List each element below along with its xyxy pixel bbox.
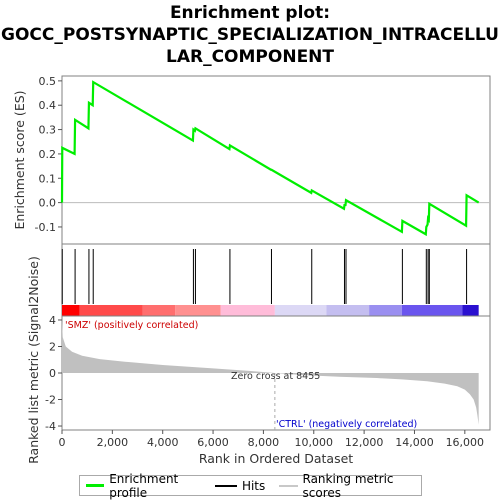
legend: Enrichment profile Hits Ranking metric s… — [79, 472, 422, 500]
colorbar-segment — [274, 305, 327, 317]
colorbar-segment — [326, 305, 370, 317]
legend-swatch-ranking — [279, 484, 298, 487]
es-ytick-label: 0.3 — [39, 124, 57, 137]
xtick-label: 4,000 — [147, 436, 179, 449]
legend-label-enrichment: Enrichment profile — [109, 471, 179, 500]
colorbar-segment — [79, 305, 143, 317]
ranking-colorbar — [62, 305, 479, 317]
negative-correlated-label: 'CTRL' (negatively correlated) — [276, 419, 417, 430]
metric-ytick-label: -4 — [45, 420, 56, 433]
es-ytick-label: 0.4 — [39, 99, 57, 112]
legend-item-ranking: Ranking metric scores — [279, 472, 413, 500]
xtick-label: 8,000 — [248, 436, 280, 449]
zero-cross-label: Zero cross at 8455 — [231, 371, 320, 382]
colorbar-segment — [175, 305, 221, 317]
colorbar-segment — [220, 305, 275, 317]
metric-ytick-label: -2 — [45, 394, 56, 407]
metric-ytick-label: 2 — [49, 340, 56, 353]
xtick-label: 0 — [59, 436, 66, 449]
colorbar-segment — [142, 305, 176, 317]
es-ytick-label: 0.2 — [39, 148, 57, 161]
legend-label-ranking: Ranking metric scores — [302, 471, 394, 500]
metric-ytick-label: 0 — [49, 367, 56, 380]
x-axis-label: Rank in Ordered Dataset — [199, 451, 353, 466]
colorbar-segment — [62, 305, 80, 317]
hit-frame — [61, 243, 491, 317]
es-panel: -0.1 0.0 0.1 0.2 0.3 0.4 0.5 Enrichment score … — [12, 75, 491, 245]
xtick-label: 16,000 — [446, 436, 485, 449]
es-frame — [61, 75, 491, 245]
xtick-label: 14,000 — [395, 436, 434, 449]
es-y-axis-label: Enrichment score (ES) — [12, 90, 27, 229]
colorbar-segment — [401, 305, 463, 317]
metric-ytick-label: 4 — [49, 314, 56, 327]
legend-item-hits: Hits — [214, 478, 266, 493]
metric-y-axis-label: Ranked list metric (Signal2Noise) — [26, 256, 41, 464]
title-line-2: GOCC_POSTSYNAPTIC_SPECIALIZATION_INTRACE… — [1, 25, 499, 45]
hit-lines — [61, 249, 468, 304]
xtick-label: 10,000 — [295, 436, 334, 449]
es-profile-line — [60, 80, 480, 237]
es-ytick-label: 0.1 — [39, 172, 57, 185]
xtick-label: 6,000 — [197, 436, 229, 449]
es-ytick-label: 0.5 — [39, 75, 57, 88]
positive-correlated-label: 'SMZ' (positively correlated) — [65, 320, 198, 331]
legend-item-enrichment: Enrichment profile — [86, 472, 201, 500]
hit-panel — [61, 243, 491, 317]
legend-swatch-enrichment — [86, 484, 105, 487]
legend-swatch-hits — [214, 484, 237, 487]
metric-x-ticks: 0 2,000 4,000 6,000 8,000 10,000 12,000 14,000 1… — [59, 430, 485, 449]
xtick-label: 2,000 — [97, 436, 129, 449]
es-ytick-label: 0.0 — [39, 197, 57, 210]
title-line-3: LAR_COMPONENT — [166, 47, 334, 67]
colorbar-segment — [462, 305, 479, 317]
es-ytick-label: -0.1 — [35, 221, 56, 234]
metric-panel: -4 -2 0 2 4 0 2,000 4,000 6,000 8,000 10,000 12,00… — [26, 256, 491, 466]
es-y-ticks: -0.1 0.0 0.1 0.2 0.3 0.4 0.5 — [35, 75, 62, 234]
colorbar-segment — [369, 305, 402, 317]
metric-area — [62, 319, 479, 425]
legend-label-hits: Hits — [241, 478, 266, 493]
xtick-label: 12,000 — [345, 436, 384, 449]
title-line-1: Enrichment plot: — [169, 3, 331, 23]
chart-title: Enrichment plot: GOCC_POSTSYNAPTIC_SPECI… — [0, 2, 500, 68]
metric-y-ticks: -4 -2 0 2 4 — [45, 314, 62, 433]
